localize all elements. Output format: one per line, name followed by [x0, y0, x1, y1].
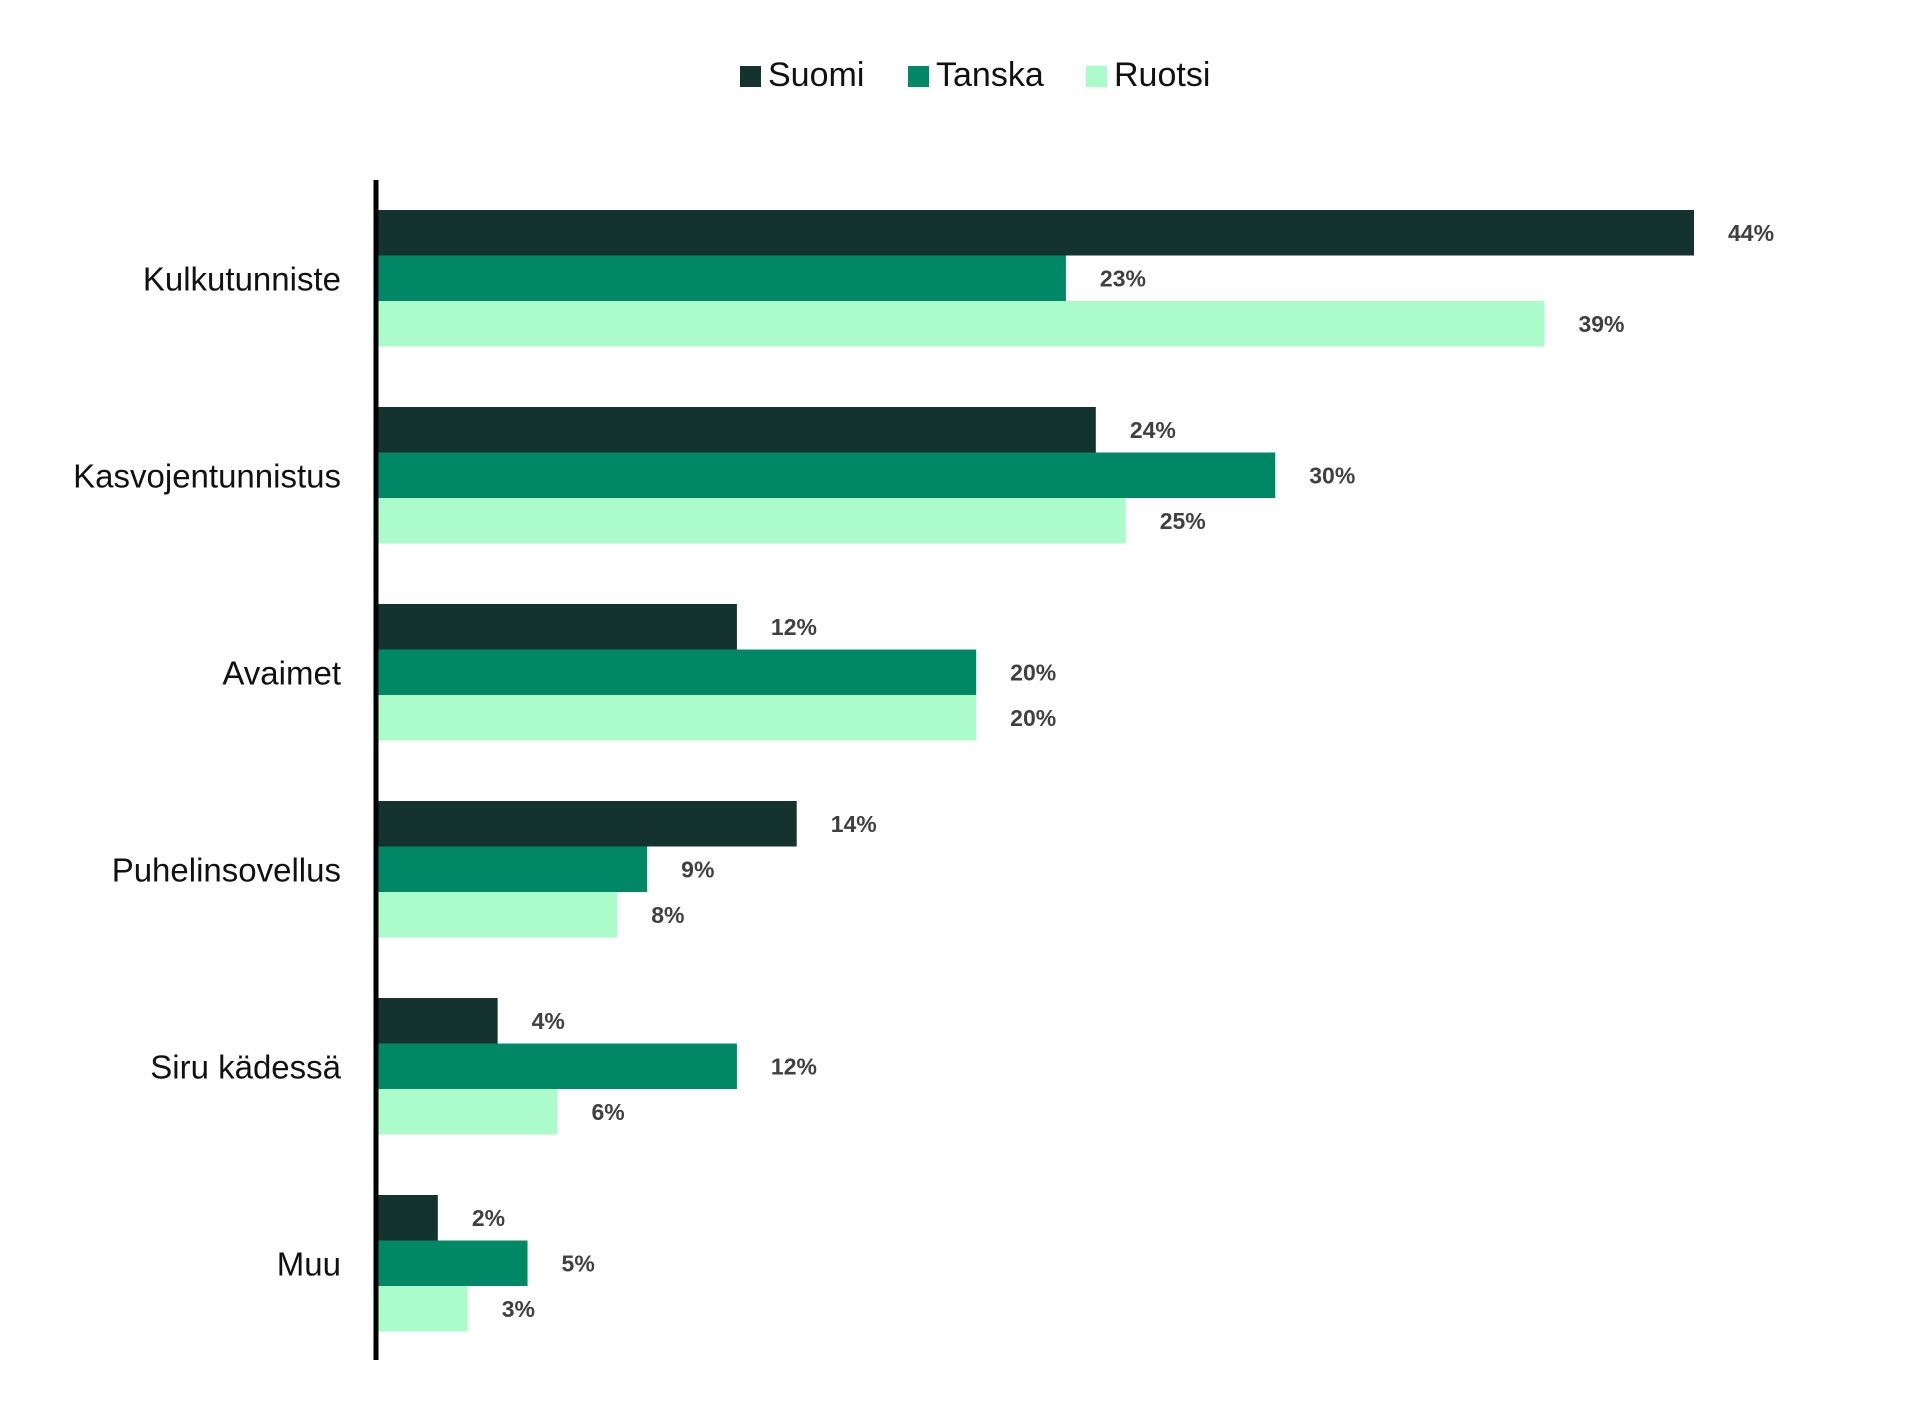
value-label-tanska: 5%: [562, 1250, 595, 1276]
value-label-suomi: 4%: [532, 1008, 565, 1034]
bar-ruotsi: [378, 1286, 468, 1332]
category-label: Puhelinsovellus: [112, 851, 341, 888]
value-label-tanska: 9%: [681, 856, 714, 882]
value-label-ruotsi: 6%: [591, 1099, 624, 1125]
bar-suomi: [378, 407, 1096, 453]
value-label-tanska: 23%: [1100, 265, 1146, 291]
category-label: Kulkutunniste: [143, 260, 341, 297]
category-label: Kasvojentunnistus: [73, 457, 341, 494]
value-label-suomi: 12%: [771, 614, 817, 640]
value-label-ruotsi: 8%: [651, 902, 684, 928]
value-labels: 44% 23% 39% 24% 30% 25% 12% 20% 20% 14% 9% 8% 4% 12% 6…: [472, 220, 1774, 1322]
value-label-suomi: 2%: [472, 1205, 505, 1231]
bars: [378, 210, 1694, 1332]
value-label-tanska: 20%: [1010, 659, 1056, 685]
bar-tanska: [378, 1043, 737, 1089]
value-label-ruotsi: 20%: [1010, 705, 1056, 731]
bar-tanska: [378, 1240, 528, 1286]
category-labels: Kulkutunniste Kasvojentunnistus Avaimet Puh…: [73, 260, 341, 1282]
bar-tanska: [378, 649, 977, 695]
bar-tanska: [378, 255, 1066, 301]
legend-swatch-tanska: [908, 66, 929, 87]
bar-suomi: [378, 1195, 438, 1241]
bar-tanska: [378, 846, 648, 892]
bar-suomi: [378, 210, 1694, 256]
legend-label-ruotsi: Ruotsi: [1114, 56, 1210, 94]
value-label-ruotsi: 39%: [1578, 311, 1624, 337]
value-label-ruotsi: 25%: [1160, 508, 1206, 534]
value-label-tanska: 12%: [771, 1053, 817, 1079]
value-label-ruotsi: 3%: [502, 1296, 535, 1322]
bar-tanska: [378, 452, 1276, 498]
bar-ruotsi: [378, 498, 1126, 544]
legend-swatch-ruotsi: [1086, 66, 1107, 87]
category-label: Avaimet: [222, 654, 341, 691]
value-label-suomi: 14%: [831, 811, 877, 837]
category-label: Siru kädessä: [150, 1048, 341, 1085]
bar-ruotsi: [378, 301, 1545, 347]
value-label-suomi: 24%: [1130, 417, 1176, 443]
legend-label-tanska: Tanska: [936, 56, 1044, 94]
bar-ruotsi: [378, 695, 977, 741]
value-label-suomi: 44%: [1728, 220, 1774, 246]
bar-suomi: [378, 801, 797, 847]
bar-suomi: [378, 998, 498, 1044]
bar-ruotsi: [378, 1089, 558, 1135]
legend-label-suomi: Suomi: [768, 56, 864, 94]
legend: Suomi Tanska Ruotsi: [740, 56, 1210, 94]
legend-swatch-suomi: [740, 66, 761, 87]
bar-ruotsi: [378, 892, 618, 938]
category-label: Muu: [277, 1245, 341, 1282]
bar-suomi: [378, 604, 737, 650]
value-label-tanska: 30%: [1309, 462, 1355, 488]
